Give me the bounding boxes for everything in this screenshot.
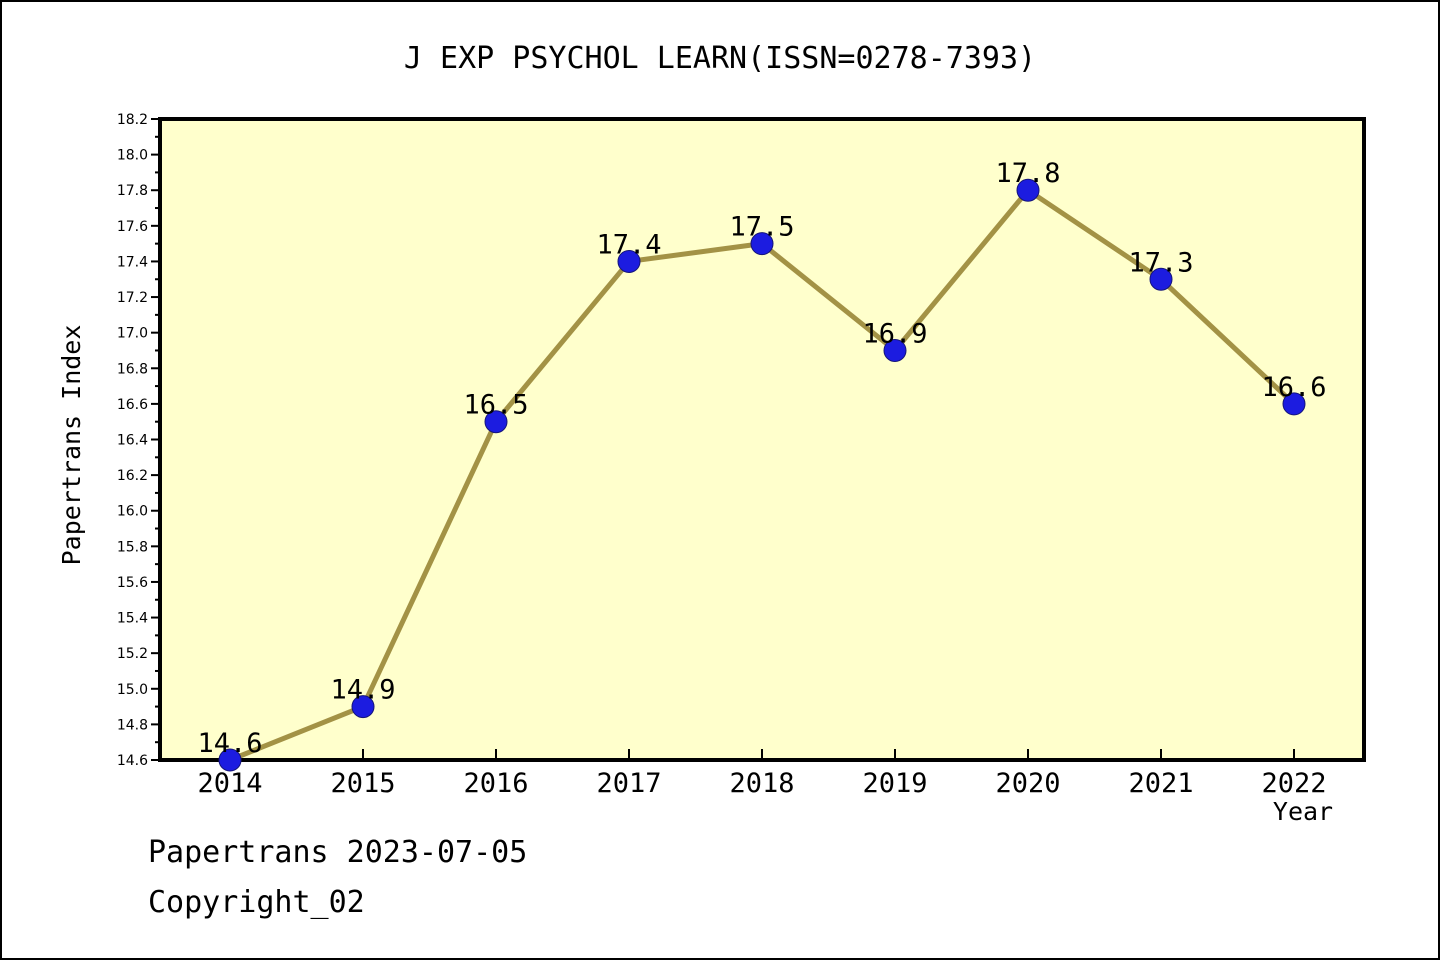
y-tick-label: 17.6 — [117, 219, 148, 235]
point-label-2016: 16.5 — [463, 390, 528, 421]
y-tick-label: 15.8 — [117, 539, 148, 555]
x-tick-label: 2021 — [1128, 768, 1193, 799]
data-point-2014 — [218, 748, 242, 772]
y-tick-label: 16.6 — [117, 397, 148, 413]
x-tick-label: 2015 — [330, 768, 395, 799]
plot-area — [160, 119, 1364, 760]
plot-layer: 14.6 14.8 15.0 15.2 15.4 15.6 15.8 16.0 16.2 16.4… — [117, 112, 1366, 799]
point-label-2015: 14.9 — [330, 675, 395, 706]
point-label-2018: 17.5 — [729, 212, 794, 243]
plot-border — [158, 117, 1366, 762]
y-tick-label: 16.8 — [117, 361, 148, 377]
point-label-2019: 16.9 — [862, 318, 927, 349]
point-label-2014: 14.6 — [197, 728, 262, 759]
y-tick-label: 17.2 — [117, 290, 148, 306]
data-point-2022 — [1282, 392, 1306, 416]
x-tick-label: 2018 — [729, 768, 794, 799]
x-tick-label: 2014 — [197, 768, 262, 799]
data-point-2017 — [617, 249, 641, 273]
y-tick-label: 18.0 — [117, 148, 148, 164]
y-tick-label: 17.4 — [117, 254, 148, 270]
y-tick-label: 15.6 — [117, 575, 148, 591]
x-tick-label: 2022 — [1261, 768, 1326, 799]
x-tick-label: 2016 — [463, 768, 528, 799]
footer-date: Papertrans 2023-07-05 — [148, 835, 527, 870]
y-tick-label: 14.6 — [117, 753, 148, 769]
point-label-2021: 17.3 — [1128, 247, 1193, 278]
x-tick-label: 2019 — [862, 768, 927, 799]
chart-title: J EXP PSYCHOL LEARN(ISSN=0278-7393) — [404, 41, 1036, 76]
point-label-2020: 17.8 — [995, 158, 1060, 189]
y-tick-label: 15.4 — [117, 611, 148, 627]
data-point-2021 — [1149, 267, 1173, 291]
y-tick-label: 16.2 — [117, 468, 148, 484]
x-tick-label: 2017 — [596, 768, 661, 799]
data-point-2018 — [750, 232, 774, 256]
y-tick-label: 18.2 — [117, 112, 148, 128]
y-tick-label: 17.8 — [117, 183, 148, 199]
x-tick-label: 2020 — [995, 768, 1060, 799]
x-axis-label: Year — [1273, 797, 1333, 826]
data-point-2019 — [883, 338, 907, 362]
y-tick-label: 16.4 — [117, 433, 148, 449]
y-tick-label: 14.8 — [117, 717, 148, 733]
y-tick-label: 15.0 — [117, 682, 148, 698]
point-label-2017: 17.4 — [596, 229, 661, 260]
data-point-2020 — [1016, 178, 1040, 202]
y-tick-label: 15.2 — [117, 646, 148, 662]
point-label-2022: 16.6 — [1261, 372, 1326, 403]
footer-copyright: Copyright_02 — [148, 885, 365, 920]
y-tick-label: 17.0 — [117, 326, 148, 342]
data-point-2016 — [484, 410, 508, 434]
data-point-2015 — [351, 695, 375, 719]
y-axis-label: Papertrans Index — [57, 325, 86, 566]
y-tick-label: 16.0 — [117, 504, 148, 520]
